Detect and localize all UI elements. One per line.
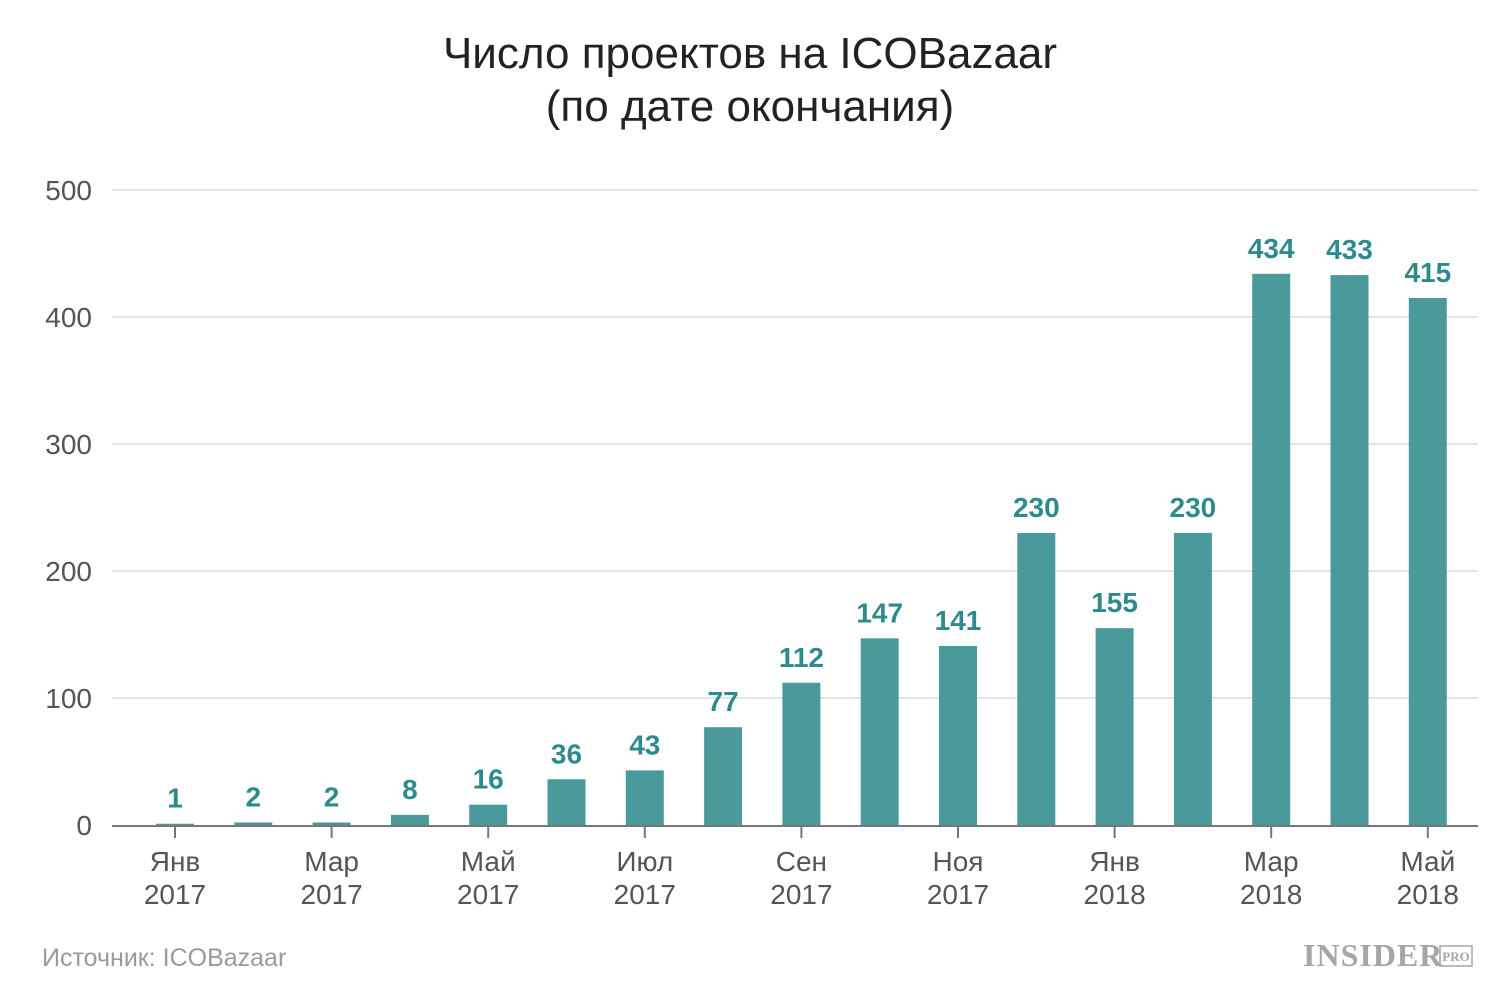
bar: [156, 823, 194, 825]
bar: [1252, 273, 1291, 825]
data-label: 433: [1326, 234, 1373, 265]
x-tick-label-year: 2017: [144, 879, 206, 910]
x-tick-label-month: Сен: [776, 846, 827, 877]
data-label: 415: [1404, 257, 1451, 288]
data-label: 155: [1091, 587, 1138, 618]
bars: [156, 273, 1447, 826]
x-axis-ticks: Янв2017Мар2017Май2017Июл2017Сен2017Ноя20…: [144, 827, 1459, 910]
data-label: 8: [402, 774, 418, 805]
y-tick-label: 400: [45, 302, 92, 333]
x-tick-label-month: Май: [461, 846, 516, 877]
data-label: 230: [1170, 492, 1217, 523]
bar: [1173, 532, 1212, 825]
x-tick-label-month: Мар: [1244, 846, 1299, 877]
bar: [469, 804, 508, 825]
x-tick-label-month: Ноя: [933, 846, 984, 877]
data-label: 16: [473, 764, 504, 795]
bar: [939, 645, 977, 825]
x-tick-label-year: 2017: [770, 879, 832, 910]
x-tick-label-year: 2017: [300, 879, 362, 910]
data-label: 147: [856, 597, 903, 628]
data-label: 141: [935, 605, 982, 636]
bar: [704, 727, 743, 825]
data-label: 2: [246, 781, 262, 812]
x-tick-label-year: 2017: [927, 879, 989, 910]
bar: [1017, 532, 1056, 825]
y-tick-label: 100: [45, 683, 92, 714]
data-label: 2: [324, 781, 340, 812]
x-tick-label-year: 2018: [1240, 879, 1302, 910]
data-label: 434: [1248, 233, 1295, 264]
x-tick-label-year: 2017: [614, 879, 676, 910]
chart-title-line-2: (по дате окончания): [546, 82, 954, 131]
gridlines: [112, 189, 1478, 699]
x-tick-label-month: Июл: [616, 846, 673, 877]
x-tick-label-year: 2018: [1397, 879, 1459, 910]
data-label: 1: [167, 783, 183, 814]
y-tick-label: 500: [45, 175, 92, 206]
y-tick-label: 300: [45, 429, 92, 460]
bar: [234, 822, 273, 825]
bar: [782, 682, 821, 825]
y-tick-label: 200: [45, 556, 92, 587]
chart-title-line-1: Число проектов на ICOBazaar: [443, 29, 1057, 78]
data-label: 112: [779, 642, 824, 673]
x-tick-label-month: Мар: [304, 846, 359, 877]
data-label: 43: [629, 729, 660, 760]
y-tick-label: 0: [76, 810, 92, 841]
bar: [547, 779, 586, 825]
x-tick-label-month: Янв: [1089, 846, 1140, 877]
logo-sub-text: PRO: [1442, 949, 1469, 964]
x-tick-label-month: Май: [1400, 846, 1455, 877]
x-tick-label-year: 2017: [457, 879, 519, 910]
bar: [390, 814, 429, 825]
x-tick-label-year: 2018: [1083, 879, 1145, 910]
data-label: 230: [1013, 492, 1060, 523]
bar: [625, 770, 664, 825]
y-axis-ticks: 0 100 200 300 400 500: [45, 175, 92, 841]
x-tick-label-month: Янв: [150, 846, 201, 877]
source-note: Источник: ICOBazaar: [42, 944, 286, 972]
bar: [1330, 275, 1369, 826]
logo-main-text: INSIDER: [1303, 937, 1443, 973]
bar: [1095, 628, 1134, 825]
bar: [312, 822, 351, 825]
bar: [860, 638, 899, 825]
data-label: 77: [708, 686, 739, 717]
data-label: 36: [551, 738, 582, 769]
bar: [1408, 297, 1447, 825]
logo-sub-box: [1439, 945, 1473, 967]
insider-pro-logo: INSIDER PRO: [1303, 937, 1473, 973]
value-labels: 1 2 2 8 16 36 43 77 112 147 141 230 155 230 434 433 415: [167, 233, 1451, 814]
